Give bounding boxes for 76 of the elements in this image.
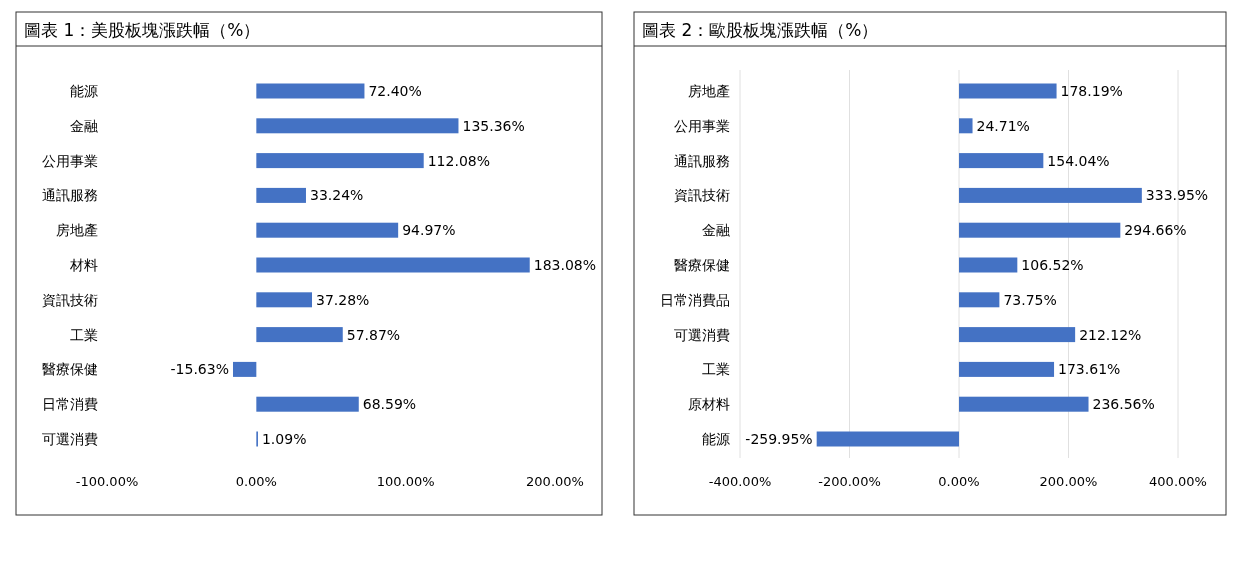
bar (959, 187, 1142, 203)
bar (256, 396, 359, 412)
x-tick-label: 400.00% (1149, 474, 1207, 489)
y-tick-label: 可選消費 (674, 326, 730, 343)
bar (959, 396, 1089, 412)
data-label: 212.12% (1079, 326, 1142, 343)
bar (232, 361, 257, 377)
data-label: 333.95% (1145, 187, 1209, 204)
y-tick-label: 公用事業 (42, 152, 98, 169)
x-tick-label: 200.00% (526, 474, 584, 489)
bar (256, 83, 365, 99)
data-label: 112.08% (427, 152, 490, 169)
x-tick-label: 0.00% (938, 474, 980, 489)
y-tick-label: 日常消費 (42, 396, 98, 413)
y-tick-label: 能源 (70, 83, 98, 99)
y-tick-label: 房地產 (688, 83, 730, 99)
data-label: 173.61% (1058, 361, 1121, 378)
bar (256, 292, 312, 308)
y-tick-label: 醫療保健 (42, 361, 98, 378)
x-tick-label: 200.00% (1039, 474, 1098, 489)
data-label: 135.36% (462, 117, 525, 134)
y-tick-label: 金融 (70, 117, 98, 134)
bar (256, 187, 306, 203)
y-tick-label: 能源 (702, 431, 730, 447)
y-tick-label: 金融 (702, 222, 730, 239)
bar (959, 257, 1018, 273)
x-tick-label: 0.00% (235, 474, 277, 489)
x-tick-label: -400.00% (708, 474, 772, 489)
bar (959, 83, 1057, 99)
x-tick-label: -200.00% (818, 474, 881, 489)
data-label: 57.87% (346, 326, 401, 343)
x-tick-label: 100.00% (376, 474, 435, 489)
data-label: -15.63% (170, 361, 229, 378)
bar (816, 431, 959, 447)
data-label: 24.71% (976, 117, 1030, 134)
data-label: 33.24% (309, 187, 364, 204)
y-tick-label: 日常消費品 (660, 291, 730, 308)
data-label: 236.56% (1092, 396, 1155, 413)
data-label: 154.04% (1047, 152, 1110, 169)
bar (256, 327, 343, 343)
bar (959, 153, 1044, 169)
data-label: 37.28% (316, 291, 370, 308)
bar (959, 118, 973, 134)
y-tick-label: 可選消費 (42, 431, 98, 447)
y-tick-label: 材料 (69, 257, 98, 273)
y-tick-label: 房地產 (56, 222, 98, 239)
y-tick-label: 公用事業 (674, 117, 730, 134)
chart-title: 圖表 1：美股板塊漲跌幅（%） (24, 20, 261, 40)
y-tick-label: 資訊技術 (42, 291, 98, 308)
data-label: 68.59% (362, 396, 417, 413)
bar (959, 292, 1000, 308)
y-tick-label: 資訊技術 (674, 187, 730, 204)
data-label: 294.66% (1124, 222, 1187, 239)
data-label: 183.08% (533, 257, 597, 273)
y-tick-label: 通訊服務 (42, 187, 98, 204)
data-label: 178.19% (1060, 83, 1123, 99)
x-tick-label: -100.00% (75, 474, 139, 489)
bar (256, 257, 530, 273)
bar (256, 153, 424, 169)
data-label: -259.95% (745, 431, 813, 447)
data-label: 72.40% (368, 83, 422, 99)
y-tick-label: 工業 (702, 361, 730, 378)
bar (959, 361, 1055, 377)
data-label: 73.75% (1003, 291, 1057, 308)
bar (256, 118, 459, 134)
bar (959, 327, 1076, 343)
data-label: 1.09% (261, 431, 307, 447)
bar (256, 222, 399, 238)
data-label: 106.52% (1021, 257, 1084, 273)
y-tick-label: 醫療保健 (674, 257, 730, 273)
y-tick-label: 通訊服務 (674, 152, 730, 169)
y-tick-label: 原材料 (688, 396, 730, 413)
chart-title: 圖表 2：歐股板塊漲跌幅（%） (642, 20, 879, 40)
y-tick-label: 工業 (70, 326, 98, 343)
bar (959, 222, 1121, 238)
data-label: 94.97% (402, 222, 456, 239)
